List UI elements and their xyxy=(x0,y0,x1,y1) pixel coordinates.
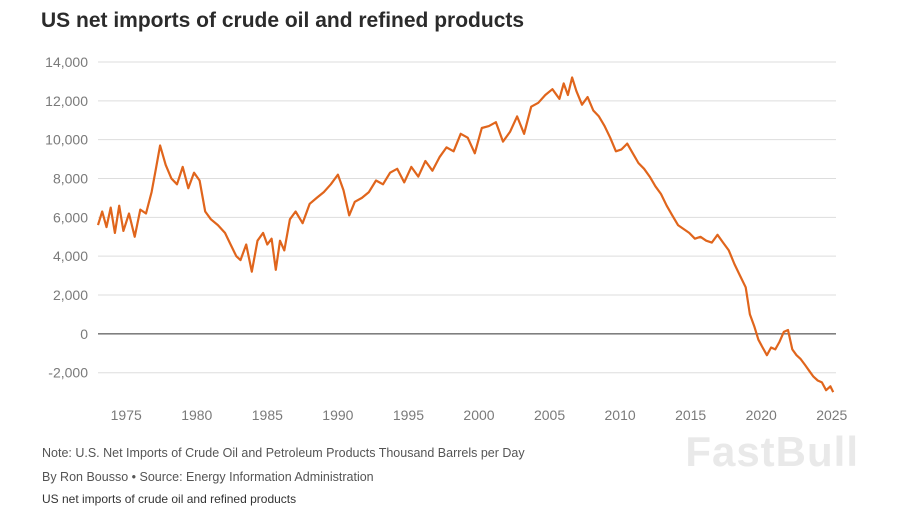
x-tick-label: 2025 xyxy=(816,407,847,423)
chart-title: US net imports of crude oil and refined … xyxy=(41,9,525,32)
x-tick-label: 2010 xyxy=(605,407,636,423)
x-tick-label: 2020 xyxy=(746,407,777,423)
x-tick-label: 2005 xyxy=(534,407,565,423)
y-tick-label: 6,000 xyxy=(53,209,88,225)
byline-source: By Ron Bousso • Source: Energy Informati… xyxy=(42,470,374,484)
gridlines xyxy=(98,61,836,374)
y-tick-label: -2,000 xyxy=(48,365,88,381)
line-chart: -2,000 0 2,000 4,000 6,000 8,000 10,000 12,000 1… xyxy=(45,54,848,423)
y-tick-label: 14,000 xyxy=(45,54,88,70)
x-tick-label: 2000 xyxy=(463,407,494,423)
watermark-logo: FastBull xyxy=(685,428,859,475)
x-tick-label: 1975 xyxy=(111,407,142,423)
caption: US net imports of crude oil and refined … xyxy=(42,492,297,506)
series-line-net-imports xyxy=(96,76,835,393)
footnote: Note: U.S. Net Imports of Crude Oil and … xyxy=(42,446,525,460)
x-tick-label: 1985 xyxy=(252,407,283,423)
x-tick-label: 1990 xyxy=(322,407,353,423)
y-tick-label: 2,000 xyxy=(53,287,88,303)
x-tick-label: 1980 xyxy=(181,407,212,423)
x-tick-label: 1995 xyxy=(393,407,424,423)
x-tick-label: 2015 xyxy=(675,407,706,423)
y-tick-label: 8,000 xyxy=(53,171,88,187)
y-tick-label: 12,000 xyxy=(45,93,88,109)
x-axis-ticks: 1975 1980 1985 1990 1995 2000 2005 2010 2015 2020… xyxy=(111,407,848,423)
y-tick-label: 10,000 xyxy=(45,132,88,148)
y-tick-label: 4,000 xyxy=(53,248,88,264)
y-axis-ticks: -2,000 0 2,000 4,000 6,000 8,000 10,000 12,000 1… xyxy=(45,54,88,381)
y-tick-label: 0 xyxy=(80,326,88,342)
